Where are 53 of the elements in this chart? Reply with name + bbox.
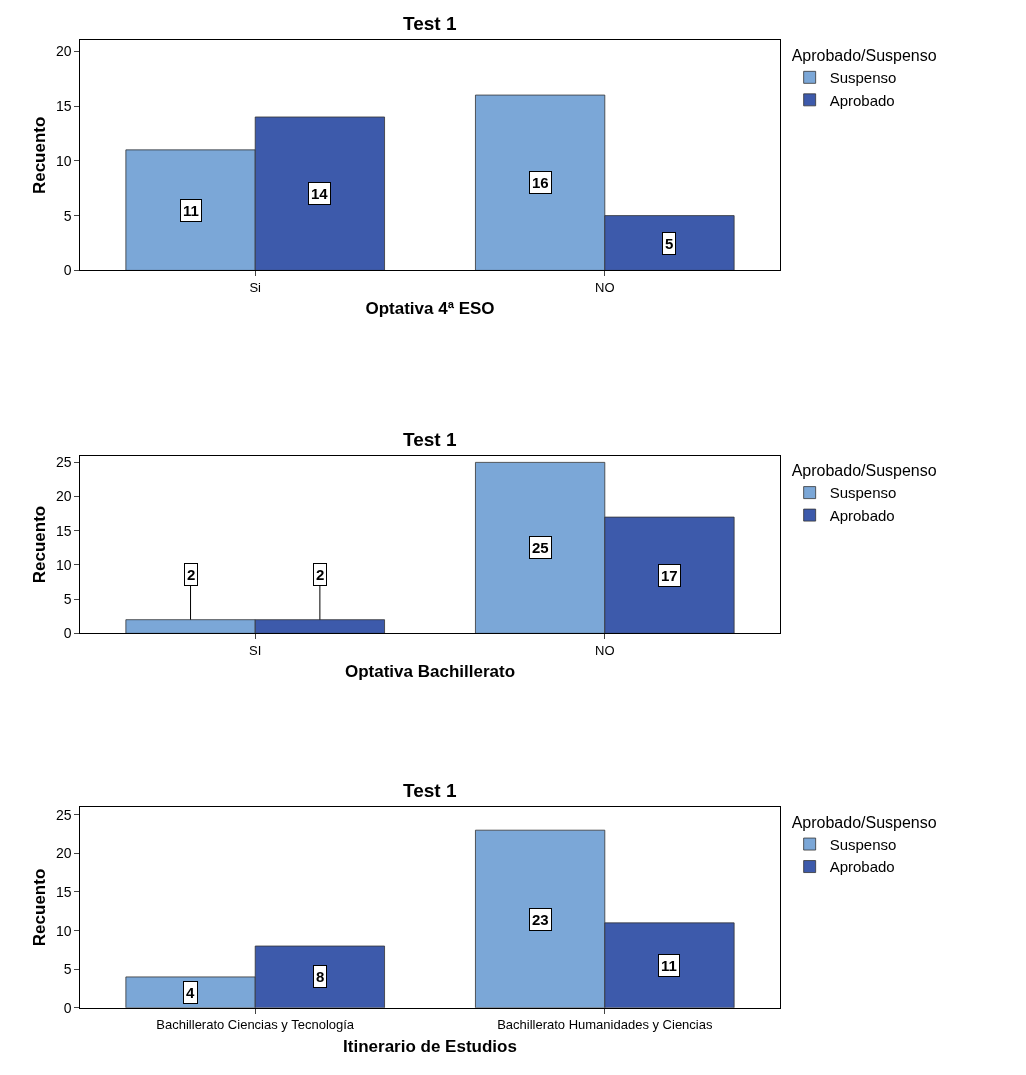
y-tick-label: 25 xyxy=(56,454,72,471)
x-tick-label: NO xyxy=(595,280,615,296)
x-tick-label: Bachillerato Humanidades y Ciencias xyxy=(497,1017,713,1033)
data-label: 5 xyxy=(665,235,674,252)
data-label: 16 xyxy=(532,174,549,191)
chart-title: Test 1 xyxy=(403,13,457,34)
y-tick-label: 0 xyxy=(63,999,72,1016)
y-tick-label: 5 xyxy=(63,961,72,978)
data-label: 17 xyxy=(661,567,678,584)
y-tick-label: 0 xyxy=(63,262,72,279)
y-tick-label: 15 xyxy=(56,97,72,114)
data-label: 4 xyxy=(186,984,195,1001)
y-axis-title: Recuento xyxy=(29,868,49,947)
legend-label: Aprobado xyxy=(829,91,895,109)
legend-label: Aprobado xyxy=(829,858,895,876)
y-tick-label: 20 xyxy=(56,43,72,60)
legend-label: Suspenso xyxy=(829,69,897,87)
y-axis-title: Recuento xyxy=(29,505,49,584)
legend-title: Aprobado/Suspenso xyxy=(791,47,937,65)
legend-title: Aprobado/Suspenso xyxy=(791,462,937,480)
legend-label: Suspenso xyxy=(829,484,897,502)
legend-label: Aprobado xyxy=(829,506,895,524)
chart-title: Test 1 xyxy=(403,429,457,450)
legend-title: Aprobado/Suspenso xyxy=(791,813,937,831)
data-label: 11 xyxy=(661,957,677,974)
y-tick-label: 0 xyxy=(63,625,72,642)
y-tick-label: 15 xyxy=(56,883,72,900)
x-tick-label: Si xyxy=(249,280,262,296)
x-axis-title: Optativa Bachillerato xyxy=(344,662,516,682)
data-label: 8 xyxy=(316,968,325,985)
data-label: 14 xyxy=(311,185,329,202)
x-tick-label: NO xyxy=(595,642,615,658)
y-tick-label: 10 xyxy=(56,152,72,169)
x-tick-label: Bachillerato Ciencias y Tecnología xyxy=(156,1017,355,1033)
y-tick-label: 15 xyxy=(56,522,72,539)
x-tick-label: SI xyxy=(249,642,262,658)
y-tick-label: 10 xyxy=(56,556,72,573)
y-tick-label: 5 xyxy=(63,591,72,608)
y-tick-label: 20 xyxy=(56,488,72,505)
y-tick-label: 25 xyxy=(56,806,72,823)
legend-label: Suspenso xyxy=(829,835,897,853)
y-axis-title: Recuento xyxy=(29,116,49,195)
x-axis-title: Optativa 4ª ESO xyxy=(365,299,495,319)
data-label: 2 xyxy=(316,566,325,583)
data-label: 25 xyxy=(532,539,549,556)
y-tick-label: 5 xyxy=(63,207,72,224)
data-label: 2 xyxy=(187,566,196,583)
data-label: 11 xyxy=(183,202,199,219)
data-label: 23 xyxy=(532,911,549,928)
y-tick-label: 10 xyxy=(56,922,72,939)
chart-title: Test 1 xyxy=(403,780,457,801)
y-tick-label: 20 xyxy=(56,845,72,862)
x-axis-title: Itinerario de Estudios xyxy=(343,1036,517,1056)
